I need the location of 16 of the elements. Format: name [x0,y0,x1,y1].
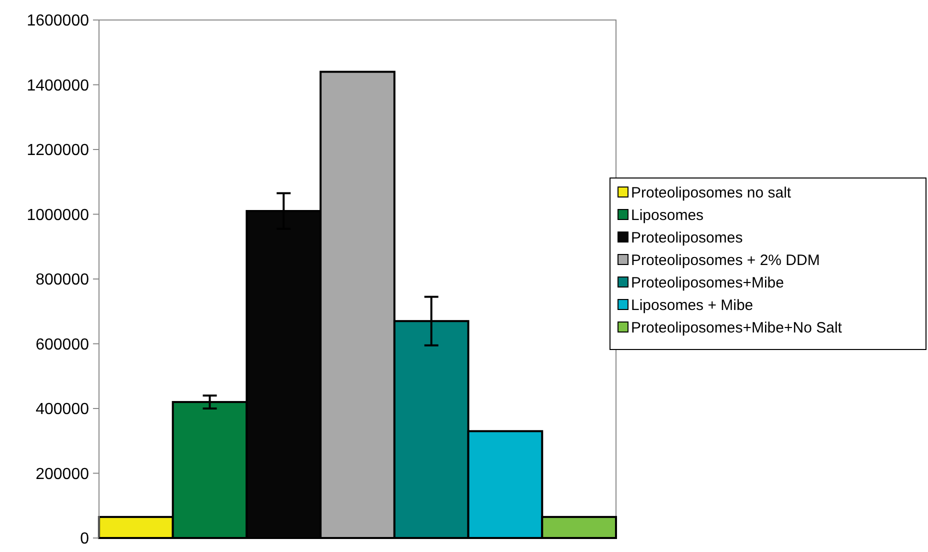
y-tick-label: 1400000 [26,77,90,94]
y-tick-label: 0 [80,530,90,548]
y-tick-label: 1600000 [26,12,90,30]
legend-label: Liposomes + Mibe [631,296,754,314]
legend-label: Proteoliposomes [631,229,743,246]
y-tick-label: 400000 [36,401,90,418]
y-tick-label: 1000000 [26,206,90,224]
legend-label: Proteoliposomes no salt [631,184,792,202]
legend-label: Proteoliposomes+Mibe [631,274,784,292]
y-tick-label: 1200000 [26,142,90,160]
y-tick-label: 200000 [36,466,90,483]
y-tick-label: 600000 [36,336,90,354]
legend-label: Liposomes [631,206,704,224]
y-tick-label: 800000 [36,272,90,289]
legend-label: Proteoliposomes + 2% DDM [631,252,820,269]
legend-label: Proteoliposomes+Mibe+No Salt [631,319,843,336]
